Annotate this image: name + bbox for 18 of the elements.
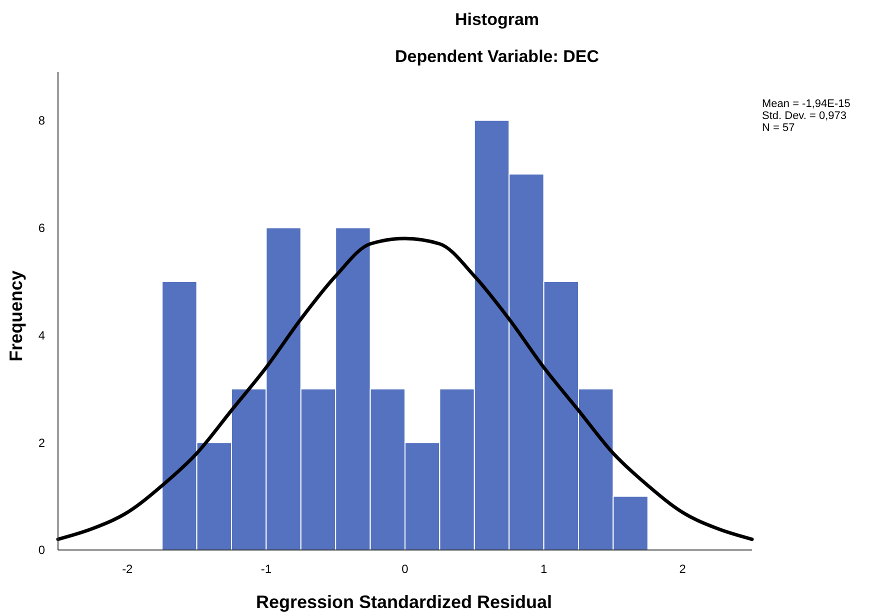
line-series [56,236,754,542]
chart-subtitle: Dependent Variable: DEC [394,47,600,66]
x-tick-label: -2 [122,562,134,576]
y-tick-label: 4 [38,328,46,342]
chart-title: Histogram [454,10,540,29]
y-tick-label: 0 [38,543,46,558]
text: N = 57 [762,122,795,134]
text: Std. Dev. = 0,973 [762,110,846,122]
x-tick-label: 2 [679,562,686,576]
x-tick-label: -1 [260,562,272,576]
x-tick-label: 1 [540,562,548,576]
y-tick-label: 8 [38,114,46,128]
text: Mean = -1,94E-15 [762,98,850,110]
x-axis-title: Regression Standardized Residual [256,592,552,612]
y-tick-label: 6 [38,220,46,235]
x-tick-label: 0 [402,562,409,576]
y-tick-label: 2 [38,436,46,450]
y-axis-title: Frequency [6,270,26,362]
